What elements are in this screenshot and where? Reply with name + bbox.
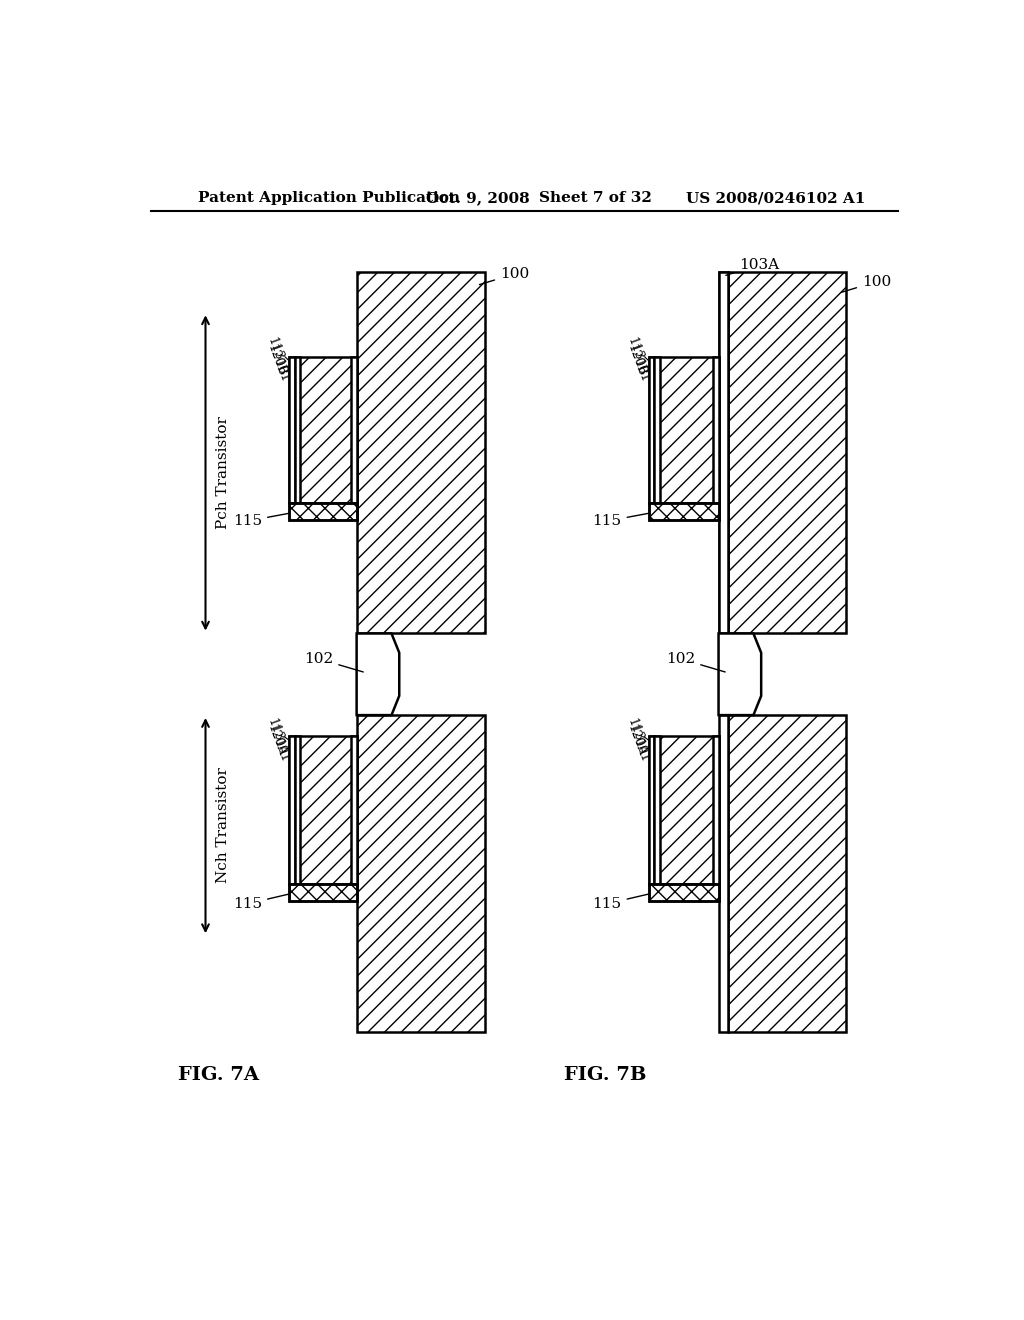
- Text: Patent Application Publication: Patent Application Publication: [198, 191, 460, 206]
- Text: 113: 113: [625, 717, 645, 743]
- Text: 101: 101: [271, 358, 292, 384]
- Polygon shape: [719, 715, 728, 1032]
- Polygon shape: [713, 737, 719, 884]
- Text: 101: 101: [631, 358, 651, 384]
- Text: US 2008/0246102 A1: US 2008/0246102 A1: [686, 191, 865, 206]
- Text: 115: 115: [232, 892, 294, 911]
- Text: 113: 113: [265, 335, 286, 363]
- Polygon shape: [351, 358, 356, 503]
- Text: 115: 115: [593, 512, 653, 528]
- Text: 120A: 120A: [625, 723, 648, 758]
- Polygon shape: [295, 358, 300, 503]
- Polygon shape: [356, 715, 484, 1032]
- Polygon shape: [728, 272, 847, 634]
- Polygon shape: [649, 358, 719, 503]
- Text: 102: 102: [304, 652, 364, 672]
- Polygon shape: [289, 358, 356, 503]
- Text: 113: 113: [625, 335, 645, 363]
- Text: 103A: 103A: [726, 257, 779, 276]
- Text: 100: 100: [479, 267, 529, 285]
- Text: Pch Transistor: Pch Transistor: [216, 416, 230, 529]
- Polygon shape: [654, 737, 659, 884]
- Polygon shape: [356, 634, 399, 715]
- Polygon shape: [289, 503, 356, 520]
- Text: 115: 115: [593, 892, 654, 911]
- Polygon shape: [713, 358, 719, 503]
- Polygon shape: [649, 503, 719, 520]
- Text: FIG. 7A: FIG. 7A: [178, 1065, 259, 1084]
- Polygon shape: [356, 272, 484, 634]
- Text: 102: 102: [666, 652, 725, 672]
- Text: FIG. 7B: FIG. 7B: [563, 1065, 646, 1084]
- Polygon shape: [289, 737, 356, 884]
- Polygon shape: [351, 737, 356, 884]
- Text: 101: 101: [271, 738, 292, 764]
- Text: Oct. 9, 2008: Oct. 9, 2008: [426, 191, 530, 206]
- Polygon shape: [654, 358, 659, 503]
- Text: 120A: 120A: [265, 723, 289, 758]
- Polygon shape: [295, 737, 300, 884]
- Polygon shape: [289, 884, 356, 900]
- Text: 120B: 120B: [265, 342, 289, 378]
- Text: 101: 101: [631, 738, 651, 764]
- Polygon shape: [649, 737, 654, 884]
- Text: Sheet 7 of 32: Sheet 7 of 32: [539, 191, 651, 206]
- Text: 120B: 120B: [625, 342, 648, 378]
- Polygon shape: [719, 634, 761, 715]
- Text: 115: 115: [232, 512, 294, 528]
- Polygon shape: [719, 272, 728, 634]
- Text: 100: 100: [842, 275, 891, 292]
- Polygon shape: [719, 272, 728, 634]
- Text: 113: 113: [265, 717, 286, 743]
- Polygon shape: [728, 715, 847, 1032]
- Polygon shape: [649, 358, 654, 503]
- Polygon shape: [649, 737, 719, 884]
- Polygon shape: [289, 358, 295, 503]
- Polygon shape: [649, 884, 719, 900]
- Polygon shape: [289, 737, 295, 884]
- Text: Nch Transistor: Nch Transistor: [216, 767, 230, 883]
